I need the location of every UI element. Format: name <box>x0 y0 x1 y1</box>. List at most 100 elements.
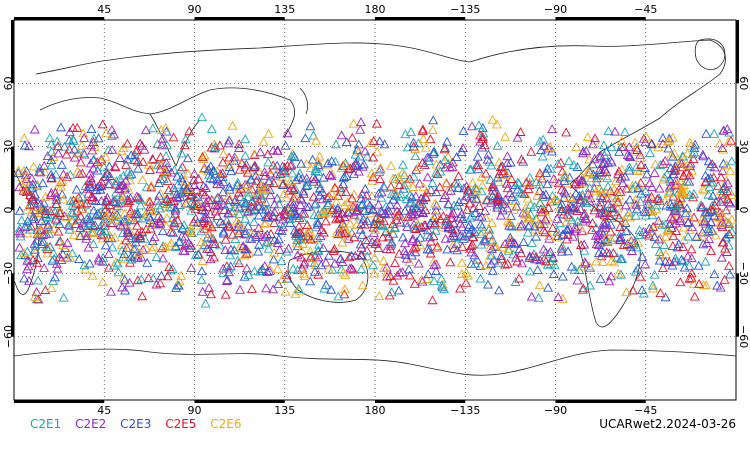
observation-marker <box>196 274 207 284</box>
observation-marker <box>517 258 527 268</box>
observation-marker <box>142 257 153 267</box>
observation-marker <box>321 207 332 217</box>
observation-marker <box>197 255 208 265</box>
observation-marker <box>248 217 259 226</box>
observation-marker <box>620 171 630 181</box>
observation-marker <box>209 252 219 262</box>
observation-marker <box>506 237 517 247</box>
observation-marker <box>548 196 559 206</box>
observation-marker <box>56 254 67 264</box>
observation-marker <box>196 266 207 276</box>
observation-marker <box>15 228 26 238</box>
observation-marker <box>37 178 48 188</box>
right-lat-label: 60 <box>737 76 750 90</box>
observation-marker <box>79 149 90 159</box>
observation-marker <box>264 177 274 187</box>
observation-marker <box>686 268 697 278</box>
observation-marker <box>538 190 549 200</box>
observation-marker <box>480 236 491 246</box>
observation-marker <box>253 210 264 220</box>
observation-marker <box>408 182 418 191</box>
observation-marker <box>341 137 352 147</box>
observation-marker <box>512 132 523 142</box>
observation-marker <box>50 272 60 282</box>
observation-marker <box>373 199 384 209</box>
observation-marker <box>496 196 507 206</box>
observation-marker <box>374 291 385 301</box>
observation-marker <box>374 136 385 146</box>
observation-marker <box>389 186 400 196</box>
observation-marker <box>427 295 438 305</box>
observation-marker <box>557 204 567 214</box>
observation-marker <box>591 239 602 249</box>
observation-marker <box>175 236 185 246</box>
observation-marker <box>592 170 603 180</box>
observation-marker <box>229 245 240 255</box>
observation-marker <box>448 239 459 249</box>
observation-marker <box>416 222 427 231</box>
observation-marker <box>660 256 671 266</box>
observation-marker <box>483 279 493 289</box>
observation-marker <box>509 204 520 214</box>
observation-marker <box>171 189 182 199</box>
observation-marker <box>587 159 598 169</box>
observation-marker <box>386 189 397 199</box>
observation-marker <box>510 180 521 190</box>
observation-marker <box>430 225 441 235</box>
observation-markers <box>13 112 737 308</box>
observation-marker <box>456 147 467 157</box>
observation-marker <box>684 260 695 270</box>
observation-marker <box>164 240 175 250</box>
coastline-segment <box>299 87 308 115</box>
observation-marker <box>567 202 578 212</box>
observation-marker <box>146 180 157 190</box>
observation-marker <box>339 171 350 181</box>
observation-marker <box>473 160 484 169</box>
observation-marker <box>159 165 170 175</box>
observation-marker <box>339 284 350 294</box>
observation-marker <box>100 240 111 250</box>
observation-marker <box>474 211 485 221</box>
observation-marker <box>182 199 193 209</box>
observation-marker <box>15 231 26 241</box>
observation-marker <box>260 197 271 207</box>
observation-marker <box>526 146 537 156</box>
observation-marker <box>562 223 573 233</box>
observation-marker <box>88 239 99 249</box>
observation-marker <box>684 189 695 199</box>
observation-marker <box>230 234 241 243</box>
observation-marker <box>73 147 84 157</box>
observation-marker <box>333 190 344 200</box>
observation-marker <box>681 167 692 177</box>
top-lon-label: 180 <box>365 3 386 16</box>
observation-marker <box>613 169 624 179</box>
observation-marker <box>359 219 370 229</box>
observation-marker <box>408 243 419 253</box>
observation-marker <box>250 204 261 214</box>
observation-marker <box>665 150 676 160</box>
observation-marker <box>665 162 676 172</box>
observation-marker <box>368 135 379 145</box>
observation-marker <box>703 223 714 233</box>
observation-marker <box>410 242 421 252</box>
observation-marker <box>27 194 38 204</box>
observation-marker <box>205 254 216 264</box>
observation-marker <box>402 142 413 152</box>
right-lat-label: 30 <box>737 140 750 154</box>
observation-marker <box>137 174 148 184</box>
observation-marker <box>411 164 422 174</box>
observation-marker <box>701 128 712 138</box>
observation-marker <box>109 214 120 224</box>
observation-marker <box>556 184 567 194</box>
observation-marker <box>183 168 194 178</box>
observation-marker <box>58 240 69 250</box>
observation-marker <box>556 243 567 253</box>
observation-marker <box>616 226 627 236</box>
observation-marker <box>521 177 532 187</box>
observation-marker <box>67 208 78 218</box>
observation-marker <box>119 220 130 230</box>
observation-marker <box>625 212 635 222</box>
observation-marker <box>712 212 723 222</box>
bottom-longitude-labels: 45 90 135 180 −135 −90 −45 <box>97 404 657 417</box>
observation-marker <box>550 194 561 204</box>
